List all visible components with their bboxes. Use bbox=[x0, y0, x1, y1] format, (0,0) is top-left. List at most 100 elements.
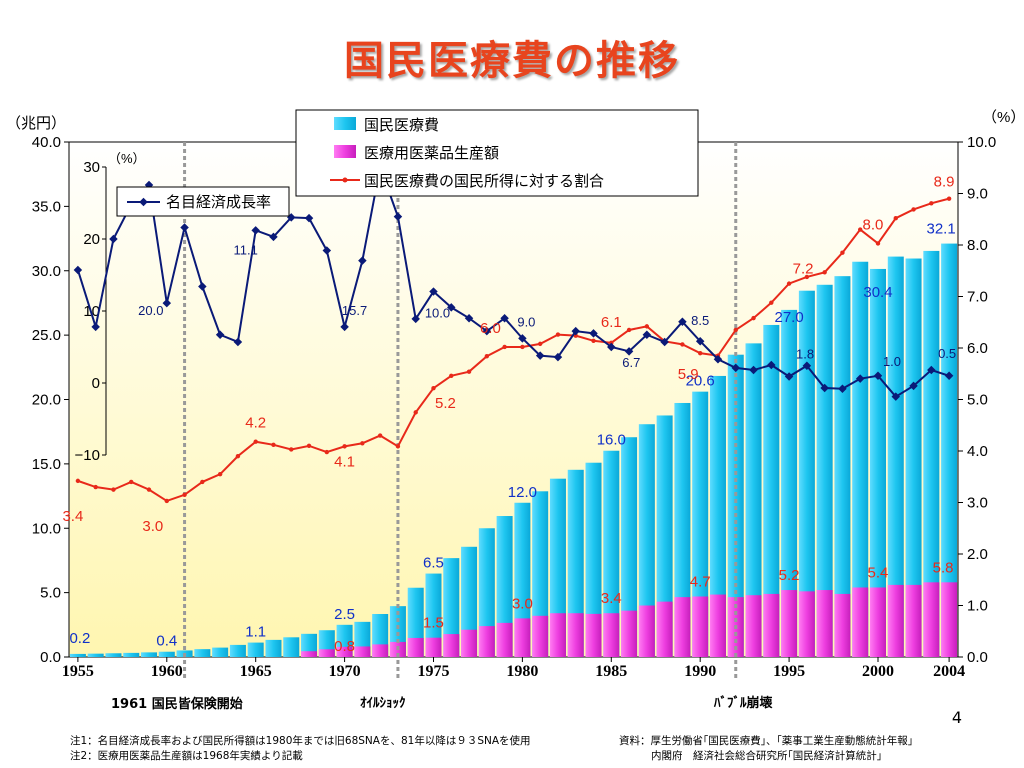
growth-point bbox=[233, 337, 243, 347]
left-tick-label: 20.0 bbox=[32, 392, 61, 409]
ratio-data-label: 7.2 bbox=[793, 261, 814, 278]
ratio-point bbox=[395, 444, 401, 449]
ratio-data-label: 8.0 bbox=[863, 216, 884, 233]
ratio-data-label: 5.9 bbox=[678, 366, 699, 383]
growth-point bbox=[482, 326, 492, 336]
drug-production-bar bbox=[674, 597, 691, 657]
x-tick-label: 2000 bbox=[862, 663, 894, 680]
ratio-point bbox=[289, 447, 294, 452]
growth-point bbox=[393, 212, 403, 221]
ratio-point bbox=[75, 478, 81, 484]
ratio-point bbox=[644, 324, 650, 329]
growth-point bbox=[767, 360, 776, 370]
ratio-point bbox=[324, 449, 330, 455]
medical-cost-data-label: 16.0 bbox=[597, 432, 626, 449]
ratio-point bbox=[555, 332, 561, 337]
ratio-point bbox=[217, 471, 223, 477]
medical-cost-bar bbox=[265, 639, 282, 657]
medical-cost-bar bbox=[283, 637, 300, 657]
growth-point bbox=[162, 298, 172, 308]
x-tick-label: 1985 bbox=[595, 663, 627, 680]
x-tick-label: 2004 bbox=[933, 663, 965, 680]
ratio-point bbox=[804, 274, 810, 280]
drug-production-bar bbox=[461, 629, 478, 657]
medical-cost-data-label: 30.4 bbox=[863, 284, 892, 301]
medical-cost-bar bbox=[425, 573, 442, 657]
x-tick-label: 1965 bbox=[240, 663, 272, 680]
medical-cost-bar bbox=[549, 478, 566, 657]
ratio-data-label: 4.2 bbox=[245, 415, 266, 432]
medical-cost-bar bbox=[496, 516, 513, 657]
medical-cost-bar bbox=[834, 276, 851, 657]
ratio-point bbox=[360, 441, 365, 446]
drug-production-bar bbox=[532, 615, 549, 657]
page-title: 国民医療費の推移 bbox=[344, 38, 680, 84]
drug-production-bar bbox=[638, 605, 655, 657]
medical-cost-bar bbox=[941, 243, 958, 658]
legend-label-growth: 名目経済成長率 bbox=[166, 193, 271, 211]
source-1: 資料：厚生労働省｢国民医療費｣、｢薬事工業生産動態統計年報｣ bbox=[619, 735, 913, 747]
growth-data-label: 1.0 bbox=[883, 354, 901, 369]
left-tick-label: 40.0 bbox=[32, 134, 61, 151]
medical-cost-bar bbox=[745, 343, 762, 657]
ratio-point bbox=[786, 281, 792, 286]
growth-point bbox=[589, 329, 598, 338]
event-universal-insurance: 1961 国民皆保険開始 bbox=[111, 697, 243, 712]
legend-label-ratio: 国民医療費の国民所得に対する割合 bbox=[364, 172, 604, 190]
medical-cost-bar bbox=[461, 546, 478, 657]
medical-cost-bar bbox=[887, 256, 904, 657]
ratio-data-label: 3.0 bbox=[142, 518, 163, 535]
growth-point bbox=[927, 365, 936, 375]
ratio-point bbox=[413, 410, 418, 415]
drug-production-data-label: 3.4 bbox=[601, 590, 622, 607]
legend-label-medical-cost: 国民医療費 bbox=[364, 116, 439, 134]
page-number: 4 bbox=[951, 708, 962, 727]
right-tick-label: 5.0 bbox=[967, 392, 988, 409]
right-tick-label: 0.0 bbox=[967, 649, 988, 666]
left-tick-label: 15.0 bbox=[32, 456, 61, 473]
medical-cost-bar bbox=[869, 268, 886, 657]
event-bubble: ﾊﾞﾌﾞﾙ崩壊 bbox=[714, 696, 773, 711]
medical-cost-bar bbox=[621, 437, 638, 657]
medical-cost-data-label: 27.0 bbox=[774, 309, 803, 326]
ratio-point bbox=[129, 479, 134, 485]
x-tick-label: 1960 bbox=[151, 663, 183, 680]
left-tick-label: 25.0 bbox=[32, 327, 61, 344]
growth-data-label: 9.0 bbox=[517, 314, 535, 329]
medical-cost-data-label: 6.5 bbox=[423, 555, 444, 572]
growth-point bbox=[109, 234, 118, 244]
ratio-point bbox=[111, 487, 116, 492]
left-tick-label: 5.0 bbox=[40, 585, 61, 602]
growth-point bbox=[251, 226, 260, 235]
ratio-data-label: 5.2 bbox=[435, 395, 456, 412]
x-tick-label: 1980 bbox=[506, 663, 538, 680]
drug-production-bar bbox=[656, 601, 673, 657]
medical-cost-bar bbox=[638, 424, 655, 657]
left-axis-label: （兆円） bbox=[6, 115, 66, 132]
x-tick-label: 1955 bbox=[62, 663, 94, 680]
left-tick-label: 30.0 bbox=[32, 263, 61, 280]
drug-production-bar bbox=[763, 593, 780, 657]
growth-point bbox=[411, 314, 420, 324]
x-tick-label: 1970 bbox=[329, 663, 361, 680]
growth-point bbox=[660, 337, 669, 347]
note-2: 注2：医療用医薬品生産額は1968年実績より記載 bbox=[70, 750, 303, 762]
medical-cost-bar bbox=[798, 290, 815, 657]
medical-cost-bar bbox=[905, 258, 922, 657]
medical-cost-bar bbox=[567, 469, 584, 657]
drug-production-bar bbox=[621, 610, 638, 657]
right-axis-label: （%） bbox=[982, 109, 1024, 126]
ratio-point bbox=[626, 327, 632, 333]
growth-point bbox=[553, 352, 563, 362]
ratio-point bbox=[733, 327, 738, 333]
ratio-point bbox=[875, 241, 881, 246]
ratio-point bbox=[502, 344, 507, 350]
medical-cost-bar bbox=[781, 309, 798, 657]
growth-point bbox=[642, 330, 652, 340]
ratio-point bbox=[93, 484, 98, 490]
event-oil-shock: ｵｲﾙｼｮｯｸ bbox=[360, 696, 406, 711]
medical-cost-bar bbox=[692, 391, 709, 657]
growth-point bbox=[713, 354, 723, 364]
growth-data-label: 20.0 bbox=[138, 303, 163, 318]
ratio-point bbox=[235, 453, 241, 459]
